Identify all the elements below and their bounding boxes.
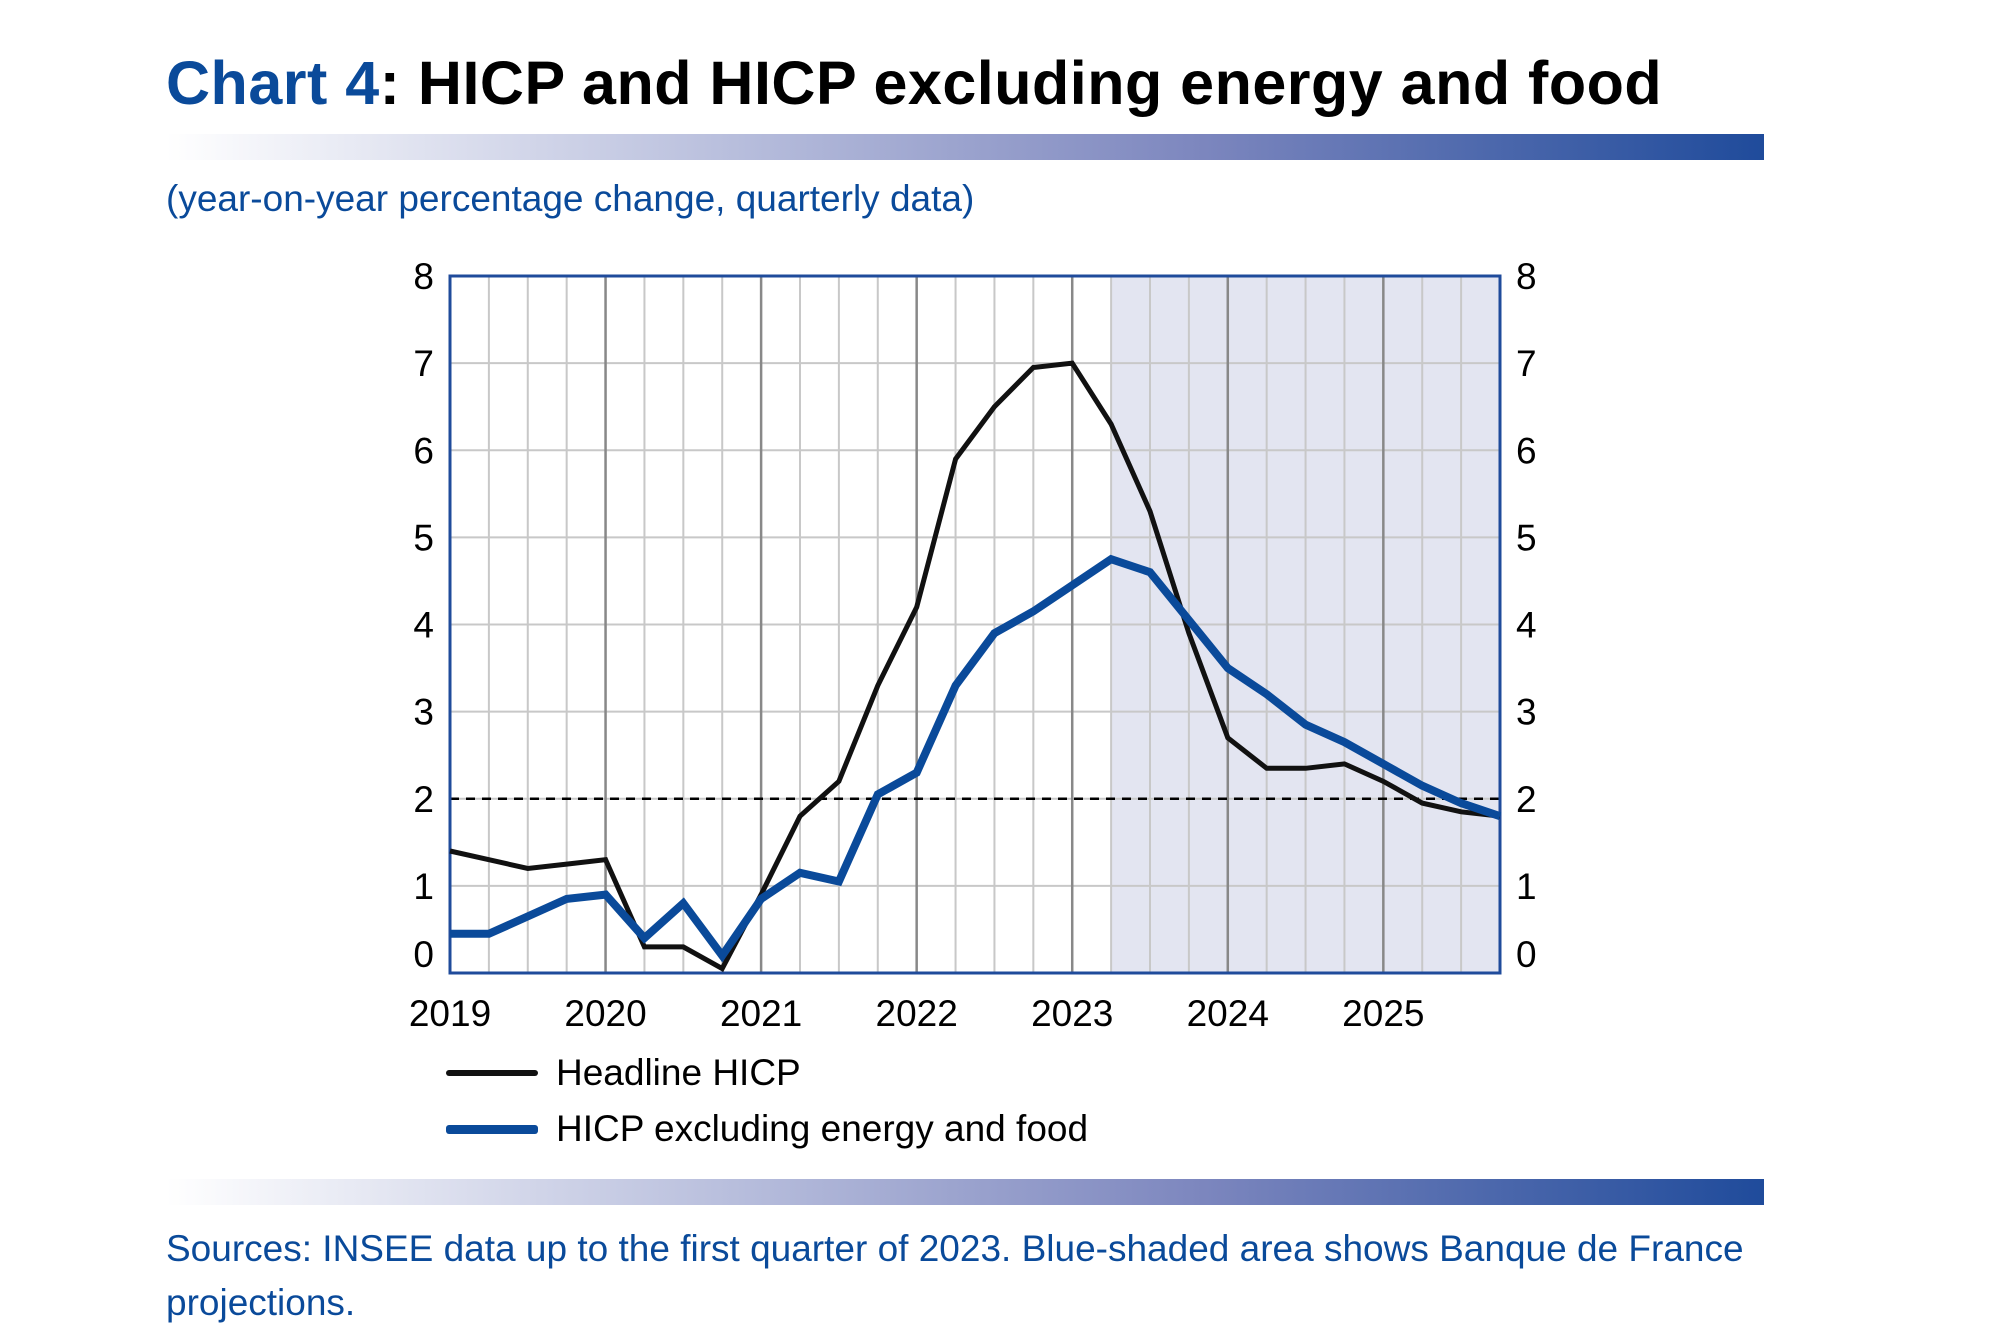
- legend-swatch-headline: [446, 1070, 538, 1076]
- x-tick-label: 2021: [720, 993, 802, 1034]
- legend-item-headline: Headline HICP: [446, 1045, 1088, 1101]
- y-tick-label-right: 3: [1516, 692, 1537, 733]
- series-line-headline-hicp: [449, 360, 1501, 973]
- sources-note: Sources: INSEE data up to the first quar…: [166, 1228, 1744, 1323]
- chart-number: Chart 4: [166, 49, 380, 117]
- y-tick-label-left: 3: [413, 692, 434, 733]
- x-tick-label: 2025: [1342, 993, 1424, 1034]
- chart-title-text: : HICP and HICP excluding energy and foo…: [379, 49, 1663, 117]
- y-tick-label-right: 7: [1516, 343, 1537, 384]
- x-tick-label: 2024: [1187, 993, 1269, 1034]
- y-tick-label-right: 6: [1516, 430, 1537, 471]
- y-tick-label-left: 2: [413, 779, 434, 820]
- y-tick-label-right: 2: [1516, 779, 1537, 820]
- y-tick-label-right: 0: [1516, 934, 1537, 975]
- footer-divider-band: [166, 1179, 1764, 1205]
- y-tick-label-left: 1: [413, 866, 434, 907]
- x-tick-label: 2022: [876, 993, 958, 1034]
- plot-frame: [448, 274, 1502, 975]
- legend-label-headline: Headline HICP: [556, 1052, 801, 1093]
- series-line-hicp-excl-energy-food: [450, 554, 1502, 963]
- y-tick-label-right: 4: [1516, 605, 1537, 646]
- y-tick-label-left: 0: [413, 934, 434, 975]
- x-tick-label: 2023: [1031, 993, 1113, 1034]
- y-tick-label-left: 5: [413, 517, 434, 558]
- legend-label-core: HICP excluding energy and food: [556, 1108, 1089, 1149]
- y-tick-label-left: 4: [413, 605, 434, 646]
- chart-subtitle: (year-on-year percentage change, quarter…: [166, 178, 975, 219]
- y-tick-label-left: 8: [413, 256, 434, 297]
- y-tick-label-right: 1: [1516, 866, 1537, 907]
- legend-item-core: HICP excluding energy and food: [446, 1101, 1088, 1157]
- x-tick-label: 2020: [564, 993, 646, 1034]
- chart-legend: Headline HICP HICP excluding energy and …: [446, 1045, 1088, 1157]
- x-tick-label: 2019: [409, 993, 491, 1034]
- legend-swatch-core: [446, 1124, 538, 1134]
- y-tick-label-right: 5: [1516, 517, 1537, 558]
- chart-title: Chart 4: HICP and HICP excluding energy …: [166, 48, 1662, 118]
- title-divider-band: [166, 134, 1764, 160]
- y-tick-label-left: 7: [413, 343, 434, 384]
- y-tick-label-right: 8: [1516, 256, 1537, 297]
- y-tick-label-left: 6: [413, 430, 434, 471]
